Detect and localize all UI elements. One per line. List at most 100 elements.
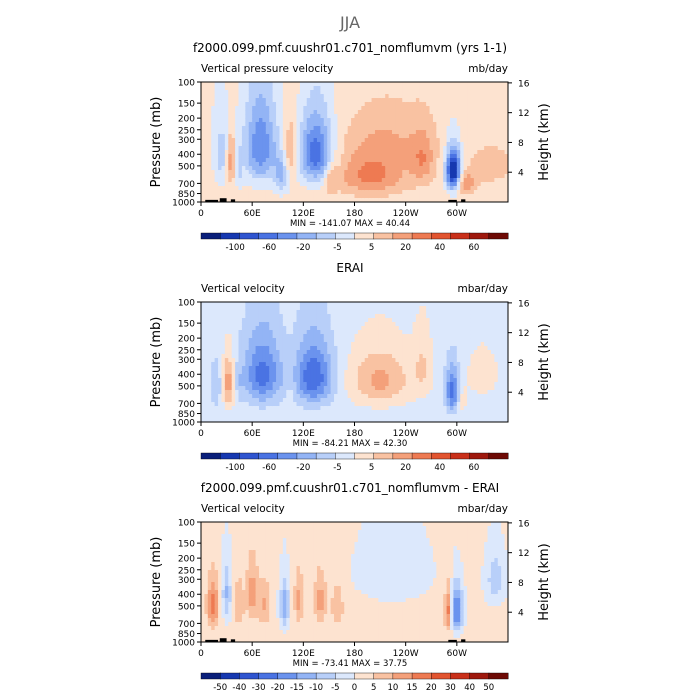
heatmap-cell [388, 178, 393, 183]
heatmap-cell [490, 178, 495, 183]
heatmap-cell [224, 334, 229, 339]
heatmap-cell [405, 186, 410, 191]
heatmap-cell [330, 122, 335, 127]
heatmap-cell [450, 130, 455, 135]
heatmap-cell [204, 178, 209, 183]
heatmap-cell [497, 126, 502, 131]
heatmap-cell [201, 146, 206, 151]
heatmap-cell [269, 198, 274, 202]
heatmap-cell [351, 174, 356, 179]
heatmap-cell [207, 86, 212, 91]
heatmap-cell [467, 170, 472, 175]
heatmap-cell [201, 170, 206, 175]
heatmap-cell [368, 322, 373, 327]
heatmap-cell [426, 150, 431, 155]
heatmap-cell [306, 118, 311, 123]
heatmap-cell [470, 130, 475, 135]
heatmap-cell [211, 386, 216, 391]
heatmap-cell [395, 146, 400, 151]
heatmap-cell [446, 150, 451, 155]
heatmap-cell [432, 342, 437, 347]
heatmap-cell [409, 314, 414, 319]
heatmap-cell [299, 142, 304, 147]
heatmap-cell [436, 114, 441, 119]
heatmap-cell [446, 162, 451, 167]
heatmap-cell [340, 82, 345, 87]
heatmap-cell [395, 86, 400, 91]
heatmap-cell [211, 370, 216, 375]
heatmap-cell [402, 102, 407, 107]
heatmap-cell [347, 386, 352, 391]
heatmap-cell [402, 194, 407, 199]
heatmap-cell [388, 310, 393, 315]
heatmap-cell [289, 186, 294, 191]
heatmap-cell [398, 82, 403, 87]
heatmap-cell [395, 190, 400, 195]
heatmap-cell [361, 138, 366, 143]
heatmap-cell [201, 186, 206, 191]
heatmap-cell [402, 386, 407, 391]
heatmap-cell [432, 194, 437, 199]
heatmap-cell [412, 130, 417, 135]
heatmap-cell [446, 418, 451, 422]
heatmap-cell [286, 110, 291, 115]
heatmap-cell [228, 138, 233, 143]
heatmap-cell [204, 378, 209, 383]
heatmap-cell [238, 194, 243, 199]
heatmap-cell [334, 174, 339, 179]
heatmap-cell [293, 90, 298, 95]
heatmap-cell [354, 398, 359, 403]
heatmap-cell [460, 130, 465, 135]
heatmap-cell [248, 86, 253, 91]
heatmap-cell [450, 338, 455, 343]
heatmap-cell [235, 334, 240, 339]
heatmap-cell [392, 150, 397, 155]
heatmap-cell [272, 350, 277, 355]
heatmap-cell [235, 414, 240, 419]
heatmap-cell [218, 406, 223, 411]
heatmap-cell [456, 134, 461, 139]
heatmap-cell [405, 122, 410, 127]
heatmap-cell [392, 302, 397, 307]
heatmap-cell [432, 162, 437, 167]
heatmap-cell [323, 114, 328, 119]
heatmap-cell [490, 146, 495, 151]
heatmap-cell [228, 330, 233, 335]
heatmap-cell [480, 94, 485, 99]
heatmap-cell [320, 382, 325, 387]
heatmap-cell [351, 118, 356, 123]
heatmap-cell [473, 82, 478, 87]
heatmap-cell [296, 178, 301, 183]
heatmap-cell [241, 198, 246, 202]
heatmap-cell [299, 310, 304, 315]
heatmap-cell [443, 146, 448, 151]
heatmap-cell [497, 142, 502, 147]
heatmap-cell [453, 166, 458, 171]
heatmap-cell [313, 398, 318, 403]
heatmap-cell [218, 118, 223, 123]
heatmap-cell [248, 358, 253, 363]
heatmap-cell [381, 158, 386, 163]
heatmap-cell [436, 110, 441, 115]
heatmap-cell [368, 390, 373, 395]
heatmap-cell [258, 394, 263, 399]
heatmap-cell [388, 102, 393, 107]
heatmap-cell [344, 370, 349, 375]
heatmap-cell [306, 110, 311, 115]
heatmap-cell [357, 402, 362, 407]
heatmap-cell [296, 362, 301, 367]
heatmap-cell [327, 338, 332, 343]
heatmap-cell [248, 418, 253, 422]
heatmap-cell [432, 322, 437, 327]
heatmap-cell [415, 182, 420, 187]
heatmap-cell [412, 190, 417, 195]
heatmap-cell [436, 90, 441, 95]
heatmap-cell [364, 170, 369, 175]
heatmap-cell [289, 406, 294, 411]
heatmap-cell [426, 370, 431, 375]
heatmap-cell [252, 366, 257, 371]
heatmap-cell [361, 358, 366, 363]
heatmap-cell [310, 394, 315, 399]
heatmap-cell [378, 178, 383, 183]
heatmap-cell [422, 378, 427, 383]
